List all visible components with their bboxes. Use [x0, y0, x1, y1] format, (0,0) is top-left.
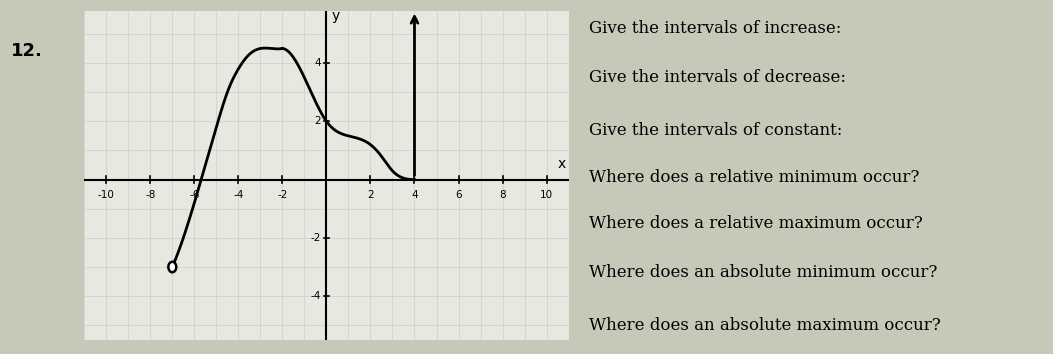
Text: -6: -6 — [190, 190, 199, 200]
Text: x: x — [558, 158, 567, 171]
Text: 12.: 12. — [11, 42, 42, 61]
Text: Where does an absolute maximum occur?: Where does an absolute maximum occur? — [589, 317, 940, 334]
Text: Give the intervals of constant:: Give the intervals of constant: — [589, 122, 842, 139]
Text: 2: 2 — [314, 116, 321, 126]
Text: -2: -2 — [311, 233, 321, 243]
Text: Where does a relative minimum occur?: Where does a relative minimum occur? — [589, 169, 919, 185]
Circle shape — [168, 262, 176, 272]
Text: Give the intervals of increase:: Give the intervals of increase: — [589, 20, 841, 37]
Text: -2: -2 — [277, 190, 287, 200]
Text: y: y — [332, 10, 340, 23]
Text: -4: -4 — [311, 291, 321, 301]
Text: -4: -4 — [233, 190, 243, 200]
Text: -10: -10 — [98, 190, 115, 200]
Text: 8: 8 — [499, 190, 505, 200]
Text: 4: 4 — [411, 190, 418, 200]
Text: Where does a relative maximum occur?: Where does a relative maximum occur? — [589, 215, 922, 232]
Text: 6: 6 — [455, 190, 462, 200]
Text: 4: 4 — [314, 58, 321, 68]
Text: -8: -8 — [145, 190, 156, 200]
Text: 10: 10 — [540, 190, 553, 200]
Text: 2: 2 — [367, 190, 374, 200]
Text: Give the intervals of decrease:: Give the intervals of decrease: — [589, 69, 846, 86]
Text: Where does an absolute minimum occur?: Where does an absolute minimum occur? — [589, 264, 937, 281]
